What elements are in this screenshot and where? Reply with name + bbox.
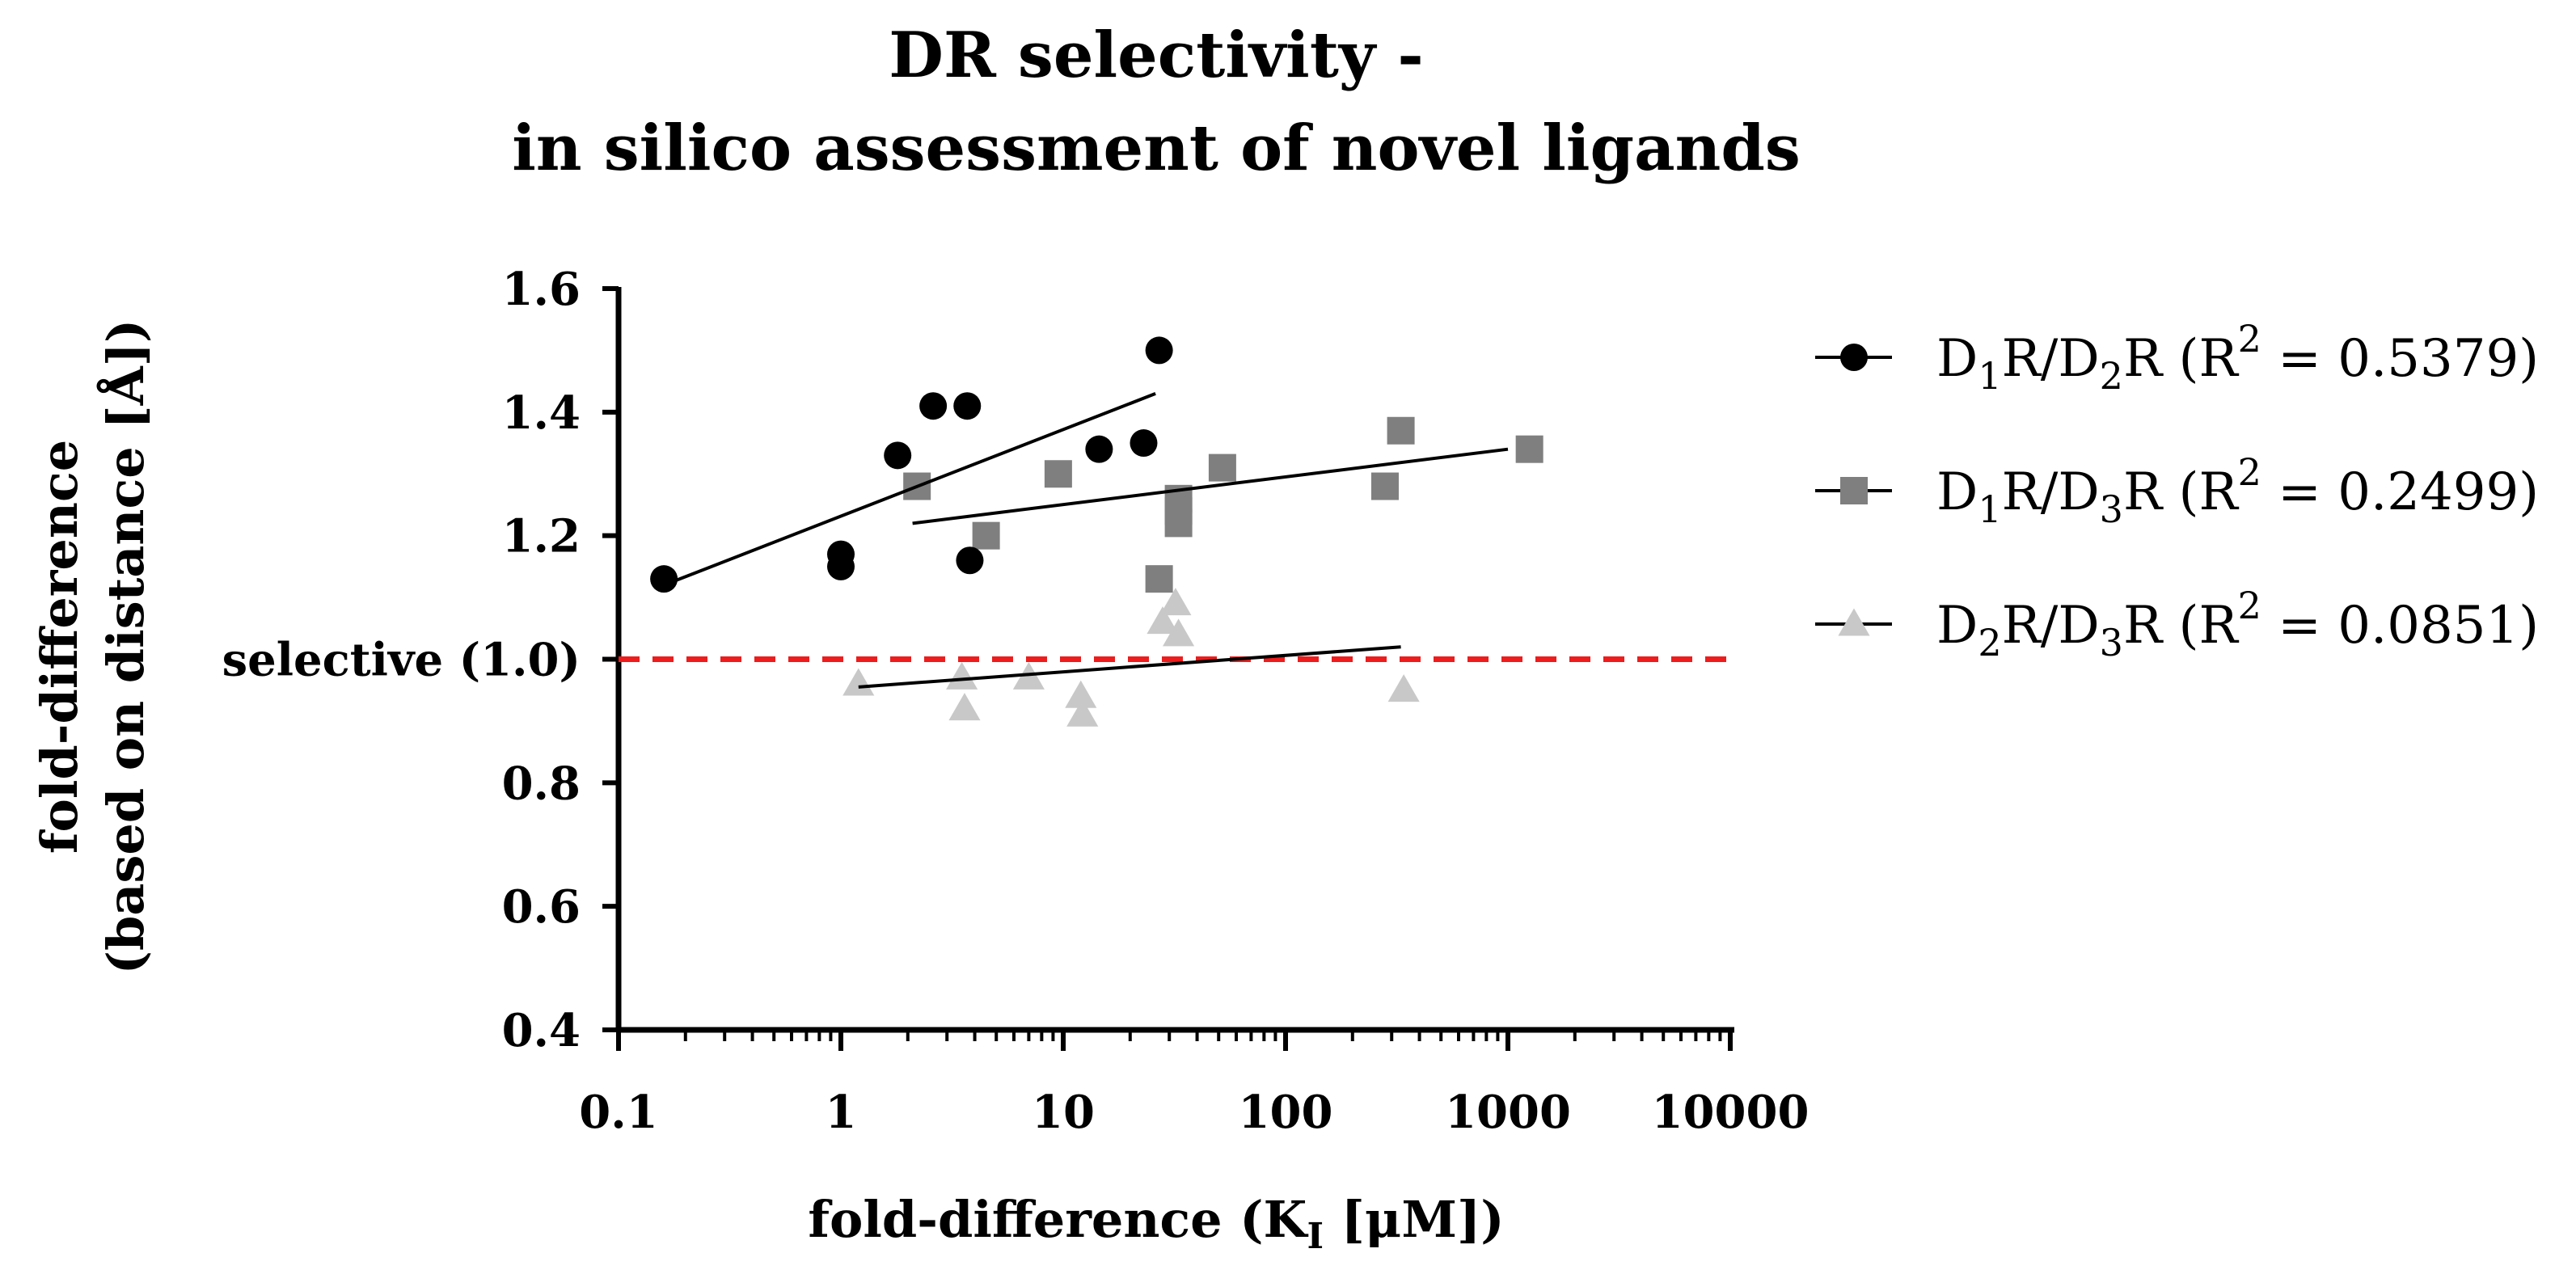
data-point (1370, 472, 1399, 500)
data-point (948, 693, 981, 721)
x-ticks: 0.1 1 10 100 1000 10000 (579, 1030, 1809, 1139)
legend-marker (1838, 608, 1870, 636)
data-point (1065, 680, 1097, 708)
data-point (1387, 416, 1415, 445)
y-tick-label: 0.8 (502, 757, 581, 810)
series-d2r-d3r (842, 588, 1420, 727)
y-ticks: 0.4 0.6 0.8 1.2 1.4 1.6 (502, 263, 619, 1057)
data-point (946, 661, 978, 690)
legend-entry: D1R/D3R (R2 = 0.2499) (1815, 450, 2539, 531)
y-tick-label: 1.6 (502, 263, 581, 316)
fit-line (858, 645, 1401, 689)
legend: D1R/D2R (R2 = 0.5379) D1R/D3R (R2 = 0.249… (1815, 317, 2539, 664)
data-point (1515, 435, 1543, 463)
data-point (1130, 429, 1158, 458)
data-point (1147, 606, 1179, 635)
data-point (1208, 453, 1236, 482)
data-point (1159, 588, 1192, 616)
x-axis-label: fold-difference (KI [μM]) (808, 1190, 1504, 1257)
data-point (953, 392, 982, 420)
y-tick-label: 0.6 (502, 880, 581, 934)
legend-entry: D1R/D2R (R2 = 0.5379) (1815, 317, 2539, 398)
data-point (1387, 674, 1420, 702)
y-tick-label: 0.4 (502, 1004, 581, 1057)
data-point (1163, 618, 1195, 647)
data-point (1145, 565, 1173, 593)
x-tick-label: 10 (1032, 1086, 1095, 1139)
data-point (842, 668, 875, 696)
data-point (1066, 698, 1099, 727)
legend-label: D1R/D3R (R2 = 0.2499) (1936, 450, 2539, 531)
fit-line (912, 447, 1509, 525)
data-point (1145, 336, 1173, 365)
y-tick-label: 1.4 (502, 386, 581, 440)
x-tick-label: 1000 (1445, 1086, 1571, 1139)
legend-marker (1840, 344, 1868, 371)
legend-label: D1R/D2R (R2 = 0.5379) (1936, 317, 2539, 398)
selective-label: selective (1.0) (222, 634, 581, 687)
chart-title-line-2: in silico assessment of novel ligands (512, 112, 1801, 185)
series-d1r-d2r (650, 336, 1173, 593)
y-axis-label-line-2: (based on distance [Å]) (96, 319, 155, 975)
x-tick-label: 10000 (1652, 1086, 1810, 1139)
y-axis-label-line-1: fold-difference (30, 440, 89, 854)
y-tick-label: 1.2 (502, 510, 581, 563)
data-point (1164, 509, 1193, 538)
x-tick-label: 0.1 (579, 1086, 657, 1139)
data-point (956, 546, 984, 575)
x-tick-label: 100 (1239, 1086, 1333, 1139)
legend-entry: D2R/D3R (R2 = 0.0851) (1815, 584, 2539, 664)
data-point (972, 521, 1000, 550)
data-point (650, 565, 678, 593)
data-point (1085, 435, 1113, 463)
fit-line (663, 392, 1156, 587)
data-point (827, 552, 855, 580)
series-d1r-d3r (903, 416, 1543, 593)
y-axis-label: fold-difference (based on distance [Å]) (30, 319, 155, 975)
data-point (919, 392, 948, 420)
series-layer (650, 336, 1543, 727)
data-point (884, 441, 912, 470)
x-tick-label: 1 (826, 1086, 857, 1139)
legend-marker (1840, 477, 1868, 504)
data-point (1044, 460, 1072, 488)
chart-title-line-1: DR selectivity - (889, 19, 1423, 92)
legend-label: D2R/D3R (R2 = 0.0851) (1936, 584, 2539, 664)
